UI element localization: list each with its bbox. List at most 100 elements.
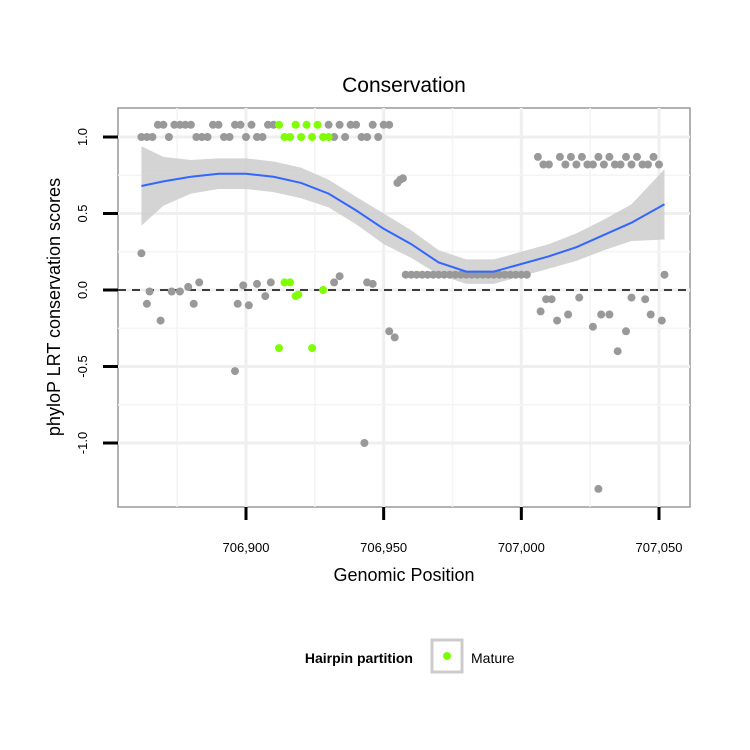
background-point	[418, 270, 427, 279]
background-point	[346, 120, 355, 129]
background-point	[192, 133, 201, 141]
background-point	[511, 270, 520, 279]
background-point	[407, 270, 416, 279]
background-point	[225, 133, 234, 141]
background-point	[242, 133, 250, 141]
confidence-band-area	[141, 146, 665, 284]
background-point	[137, 133, 146, 141]
smooth-line	[141, 172, 665, 273]
background-point	[473, 270, 482, 279]
background-point	[186, 120, 195, 129]
background-point	[622, 327, 630, 336]
background-point	[544, 160, 553, 169]
background-point	[379, 120, 388, 129]
background-point	[253, 279, 261, 288]
background-point	[657, 316, 666, 325]
loess-fit-line	[141, 172, 665, 273]
background-point	[478, 270, 487, 279]
background-point	[605, 310, 614, 319]
background-point	[655, 160, 663, 169]
background-point	[649, 152, 658, 161]
background-point	[164, 133, 173, 141]
background-point	[156, 316, 165, 325]
background-point	[253, 133, 261, 141]
mature-point	[286, 278, 295, 287]
background-point	[599, 160, 608, 169]
mature-point	[275, 344, 283, 353]
background-point	[170, 120, 179, 129]
background-point	[622, 152, 630, 161]
background-point	[522, 270, 531, 279]
background-point	[368, 120, 377, 129]
background-point	[269, 120, 278, 129]
background-point	[231, 120, 239, 129]
background-point	[660, 270, 669, 279]
background-point	[627, 293, 636, 302]
background-point	[633, 152, 641, 161]
background-point	[627, 160, 636, 169]
background-point	[613, 347, 622, 356]
background-point	[330, 278, 339, 287]
background-point	[266, 278, 275, 287]
background-point	[616, 160, 625, 169]
background-point	[536, 307, 545, 316]
background-point	[195, 278, 204, 287]
x-tick-label: 707,000	[498, 540, 545, 555]
background-point	[363, 133, 372, 141]
background-point	[357, 133, 366, 141]
x-tick-label: 706,900	[223, 540, 270, 555]
background-point	[484, 270, 493, 279]
y-tick-label: 0.0	[75, 281, 90, 299]
background-point	[572, 160, 581, 169]
legend: Hairpin partition Mature	[305, 638, 515, 674]
mature-point	[324, 133, 333, 141]
background-point	[638, 160, 647, 169]
background-point	[330, 133, 339, 141]
mature-point	[313, 120, 322, 129]
background-point	[214, 120, 223, 129]
background-point	[597, 310, 606, 319]
mature-point	[308, 344, 317, 353]
background-point	[577, 152, 586, 161]
background-point	[197, 133, 206, 141]
background-point	[646, 310, 655, 319]
background-point	[233, 299, 242, 308]
background-point	[564, 310, 573, 319]
background-point	[462, 270, 471, 279]
legend-key-box	[430, 638, 464, 674]
background-point	[341, 133, 350, 141]
mature-point	[302, 120, 311, 129]
background-point	[142, 133, 151, 141]
background-point	[594, 484, 603, 493]
background-point	[555, 152, 564, 161]
mature-point	[297, 133, 306, 141]
background-point	[566, 152, 575, 161]
background-point	[588, 322, 597, 331]
background-point	[203, 133, 212, 141]
background-point	[553, 316, 562, 325]
background-point	[533, 152, 542, 161]
background-point	[189, 299, 198, 308]
background-point	[385, 327, 394, 336]
gridlines	[118, 108, 690, 507]
background-point	[374, 133, 383, 141]
background-point	[368, 279, 377, 288]
y-tick-label: 1.0	[75, 128, 90, 146]
background-point	[451, 270, 460, 279]
mature-point	[286, 133, 295, 141]
background-point	[145, 287, 154, 296]
background-point	[542, 295, 551, 304]
background-point	[489, 270, 498, 279]
background-point	[641, 295, 650, 304]
background-point	[644, 160, 652, 169]
background-point	[401, 270, 410, 279]
chart-title: Conservation	[342, 74, 466, 97]
background-point	[137, 249, 146, 258]
background-point	[390, 333, 399, 342]
background-point	[610, 160, 619, 169]
mature-point	[319, 133, 328, 141]
background-point	[335, 272, 344, 281]
x-axis-label: Genomic Position	[333, 565, 474, 585]
legend-label-mature: Mature	[471, 650, 515, 666]
